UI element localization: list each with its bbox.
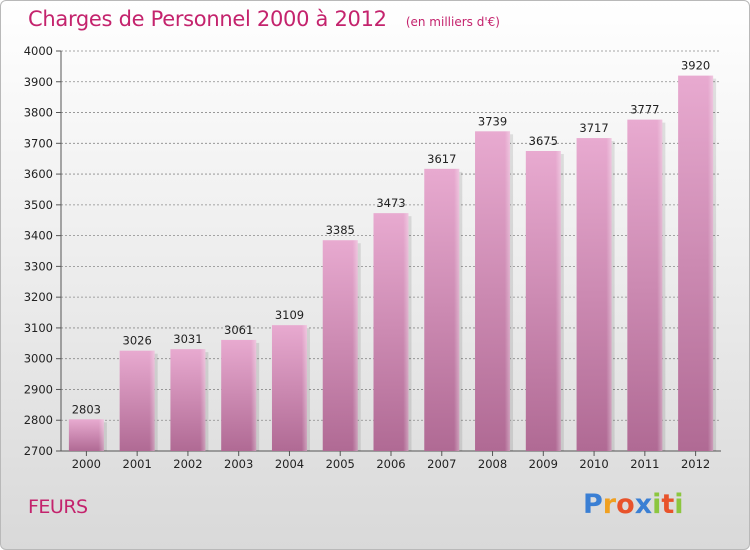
logo-letter: t	[661, 489, 675, 520]
bar-highlight	[475, 131, 511, 452]
logo-letter: i	[674, 489, 684, 520]
data-label: 3675	[529, 134, 558, 148]
title-block: Charges de Personnel 2000 à 2012 (en mil…	[28, 7, 500, 31]
bar-highlight	[424, 168, 460, 451]
bar-highlight	[678, 75, 714, 451]
x-tick-label: 2009	[529, 457, 558, 471]
bar-highlight	[627, 119, 663, 451]
x-tick-label: 2007	[427, 457, 456, 471]
data-label: 2803	[72, 402, 101, 416]
x-tick-label: 2006	[376, 457, 405, 471]
bar-highlight	[170, 349, 206, 451]
x-tick-label: 2003	[224, 457, 253, 471]
proxiti-logo: Proxiti	[583, 489, 684, 520]
y-tick-label: 3700	[24, 136, 53, 150]
x-tick-label: 2001	[123, 457, 152, 471]
data-label: 3473	[376, 196, 405, 210]
bar-highlight	[576, 138, 612, 452]
y-tick-label: 3400	[24, 229, 53, 243]
y-tick-label: 3200	[24, 290, 53, 304]
labels: 2700 2800 2900 3000 3100 3200 3300 3400 3500 3600…	[24, 44, 711, 471]
bar-highlight	[525, 151, 561, 451]
x-tick-label: 2005	[326, 457, 355, 471]
data-label: 3777	[630, 103, 659, 117]
data-label: 3617	[427, 152, 456, 166]
x-tick-label: 2010	[579, 457, 608, 471]
x-tick-label: 2011	[630, 457, 659, 471]
data-label: 3739	[478, 114, 507, 128]
y-tick-label: 3100	[24, 321, 53, 335]
x-tick-label: 2002	[173, 457, 202, 471]
data-label: 3109	[275, 308, 304, 322]
logo-letter: P	[583, 489, 603, 520]
data-label: 3385	[326, 223, 355, 237]
y-tick-label: 2800	[24, 413, 53, 427]
bar-highlight	[373, 213, 409, 451]
logo-letter: i	[652, 489, 662, 520]
y-tick-label: 3500	[24, 198, 53, 212]
logo-letter: x	[634, 489, 653, 520]
chart-title: Charges de Personnel 2000 à 2012	[28, 7, 387, 31]
y-tick-label: 2700	[24, 444, 53, 458]
data-label: 3026	[123, 334, 152, 348]
y-tick-label: 3800	[24, 106, 53, 120]
y-tick-label: 2900	[24, 382, 53, 396]
y-tick-label: 4000	[24, 44, 53, 58]
bar-highlight	[119, 350, 155, 451]
x-tick-label: 2004	[275, 457, 304, 471]
data-label: 3061	[224, 323, 253, 337]
y-tick-label: 3600	[24, 167, 53, 181]
chart-subtitle: (en milliers d'€)	[405, 15, 500, 29]
y-tick-label: 3000	[24, 352, 53, 366]
y-tick-label: 3300	[24, 259, 53, 273]
data-label: 3920	[681, 59, 710, 73]
x-tick-label: 2008	[478, 457, 507, 471]
bar-highlight	[271, 325, 307, 451]
data-label: 3717	[579, 121, 608, 135]
bar-highlight	[68, 419, 104, 451]
logo-letter: r	[602, 489, 617, 520]
bar-highlight	[322, 240, 358, 451]
x-tick-label: 2000	[72, 457, 101, 471]
bars	[68, 75, 717, 452]
logo-letter: o	[616, 489, 635, 520]
bar-highlight	[221, 339, 257, 451]
x-tick-label: 2012	[681, 457, 710, 471]
data-label: 3031	[173, 332, 202, 346]
y-tick-label: 3900	[24, 75, 53, 89]
place-name: FEURS	[28, 496, 88, 518]
